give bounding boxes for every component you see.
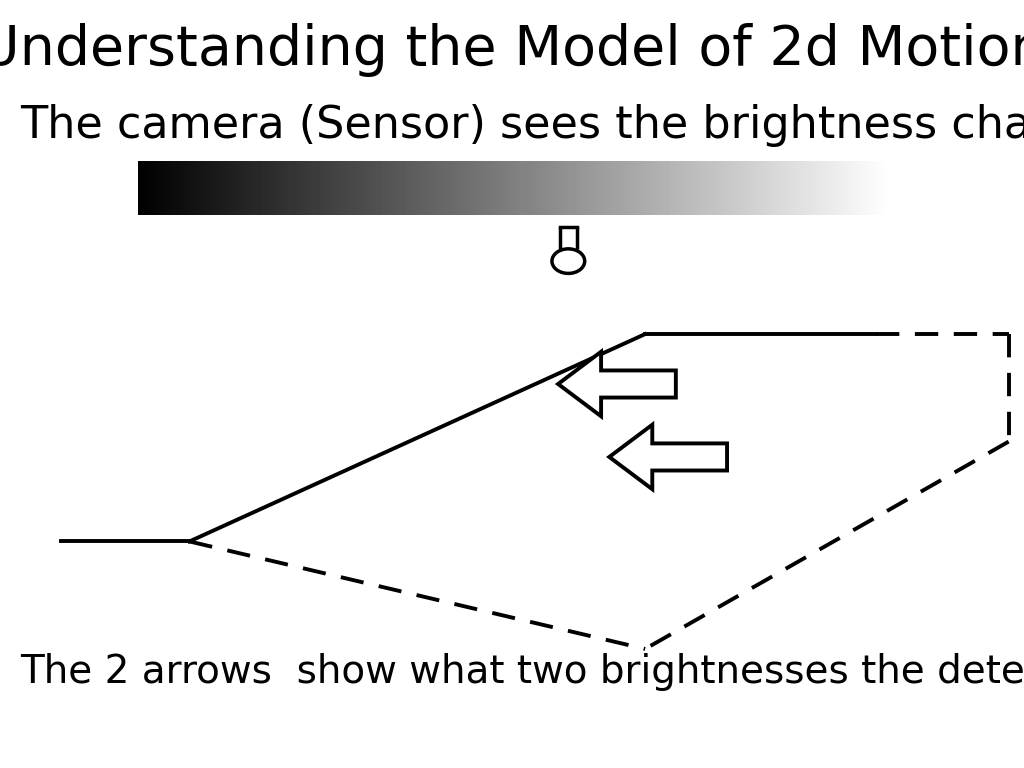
Polygon shape	[609, 425, 727, 489]
Text: Understanding the Model of 2d Motion: Understanding the Model of 2d Motion	[0, 23, 1024, 77]
Circle shape	[552, 249, 585, 273]
Polygon shape	[558, 352, 676, 416]
Text: The camera (Sensor) sees the brightness change: The camera (Sensor) sees the brightness …	[20, 104, 1024, 147]
Text: The 2 arrows  show what two brightnesses the detector sees: The 2 arrows show what two brightnesses …	[20, 654, 1024, 691]
